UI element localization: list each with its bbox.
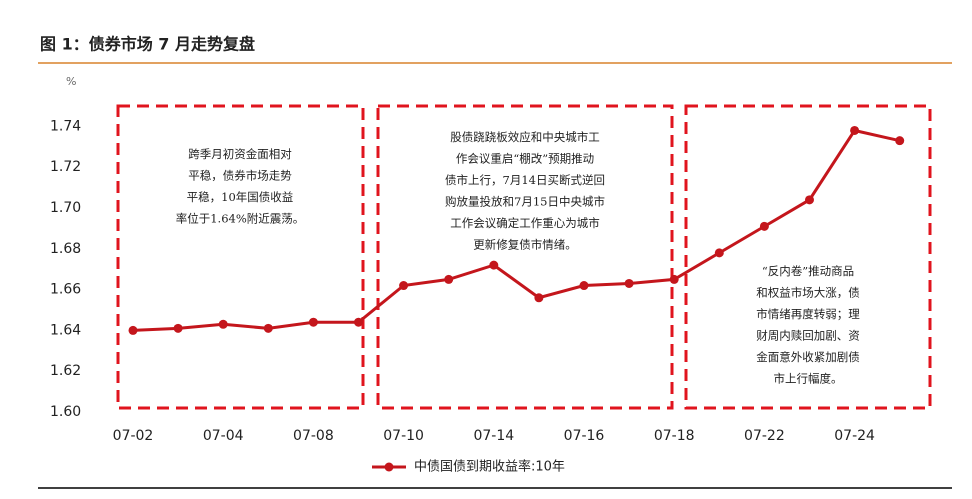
y-tick-label: 1.68 (50, 241, 81, 257)
data-point (173, 323, 183, 333)
annotation-text: 平稳，10年国债收益 (187, 190, 294, 204)
data-point (399, 281, 409, 291)
annotation-box (116, 104, 365, 410)
x-tick-label: 07-24 (834, 428, 875, 444)
data-point (444, 274, 454, 284)
legend-marker (384, 462, 394, 472)
annotation-text: 财周内赎回加剧、资 (756, 329, 860, 343)
annotation-text: 平稳，债券市场走势 (188, 169, 292, 183)
data-point (669, 274, 679, 284)
chart-title: 图 1：债券市场 7 月走势复盘 (40, 35, 255, 54)
annotation-text: 购放量投放和7月15日中央城市 (445, 195, 605, 209)
annotation-text: 和权益市场大涨，债 (756, 286, 860, 300)
x-tick-label: 07-08 (293, 428, 334, 444)
x-tick-label: 07-10 (383, 428, 424, 444)
data-point (805, 195, 814, 205)
data-point (128, 325, 138, 335)
x-tick-label: 07-02 (113, 428, 154, 444)
data-point (263, 323, 273, 333)
annotation-text: 市情绪再度转弱；理 (756, 307, 860, 321)
y-tick-label: 1.60 (50, 404, 81, 420)
annotation-text: 金面意外收紧加剧债 (756, 350, 860, 364)
data-point (354, 317, 363, 327)
y-tick-label: 1.66 (50, 282, 81, 298)
annotation-box (684, 104, 932, 410)
y-tick-label: 1.70 (50, 200, 81, 216)
x-tick-label: 07-22 (744, 428, 785, 444)
data-point (579, 281, 589, 291)
annotation-text: 工作会议确定工作重心为城市 (450, 216, 600, 230)
x-tick-label: 07-18 (654, 428, 695, 444)
y-tick-label: 1.74 (50, 118, 81, 134)
annotation-text: 市上行幅度。 (774, 372, 843, 386)
annotation-text: 债市上行，7月14日买断式逆回 (445, 173, 605, 187)
data-point (850, 125, 860, 135)
x-tick-label: 07-04 (203, 428, 244, 444)
series-line (132, 128, 901, 332)
x-tick-label: 07-14 (473, 428, 514, 444)
data-point (218, 319, 228, 329)
y-tick-label: 1.62 (50, 363, 81, 379)
annotation-box (376, 104, 674, 410)
y-tick-label: 1.72 (50, 159, 81, 175)
legend-label: 中债国债到期收益率:10年 (414, 459, 565, 475)
data-point (759, 221, 769, 231)
data-point (534, 293, 544, 303)
annotation-text: 跨季月初资金面相对 (188, 147, 292, 161)
annotation-text: “反内卷”推动商品 (762, 264, 854, 278)
y-unit: % (66, 75, 76, 88)
x-tick-label: 07-16 (564, 428, 605, 444)
data-point (308, 317, 318, 327)
data-point (895, 136, 905, 146)
data-point (624, 278, 634, 288)
annotation-text: 作会议重启“棚改”预期推动 (456, 152, 594, 166)
annotation-text: 更新修复债市情绪。 (473, 238, 577, 252)
data-point (714, 248, 724, 258)
annotation-text: 股债跷跷板效应和中央城市工 (450, 130, 600, 144)
data-point (489, 260, 499, 270)
y-tick-label: 1.64 (50, 322, 81, 338)
annotation-text: 率位于1.64%附近震荡。 (176, 212, 305, 226)
